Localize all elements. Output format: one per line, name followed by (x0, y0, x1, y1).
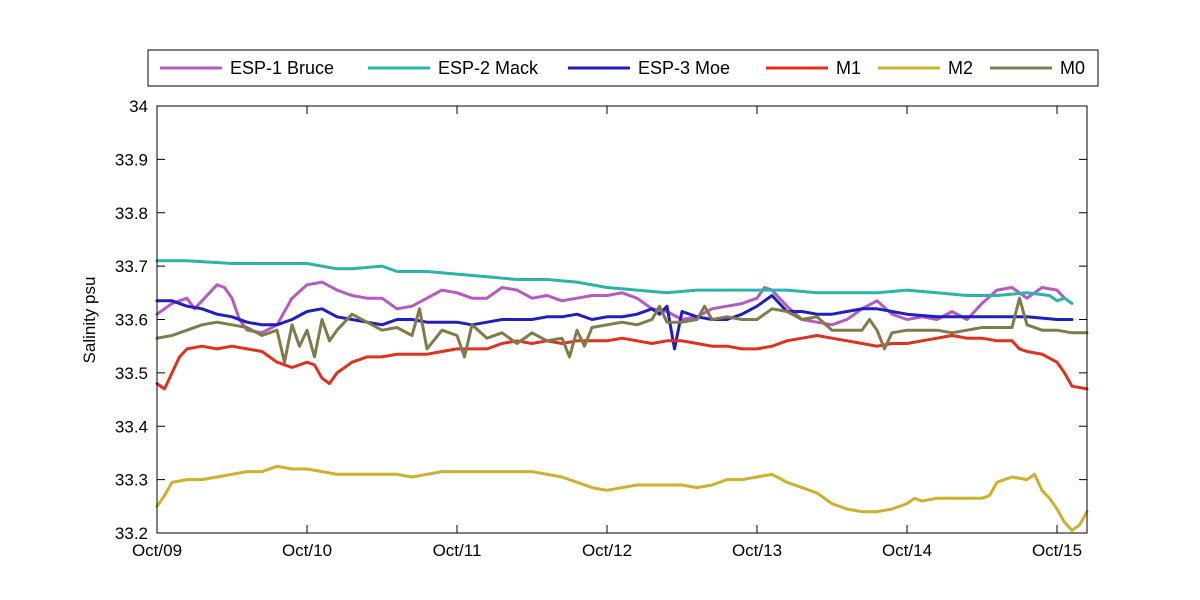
legend-label-esp-3-moe: ESP-3 Moe (638, 58, 730, 78)
x-tick-label: Oct/10 (282, 541, 332, 560)
y-tick-label: 34 (129, 97, 148, 116)
series-line-m2 (155, 464, 1089, 532)
y-tick-label: 33.4 (115, 417, 148, 436)
y-tick-label: 33.2 (115, 524, 148, 543)
series-line-m1 (155, 334, 1089, 391)
y-tick-label: 33.3 (115, 471, 148, 490)
legend-label-m2: M2 (948, 58, 973, 78)
y-tick-label: 33.9 (115, 150, 148, 169)
series-line-esp-3-moe (155, 294, 1074, 351)
y-axis: 33.2 33.3 33.4 33.5 33.6 33.7 33.8 33.9 34 (115, 97, 1087, 543)
legend-label-esp-1-bruce: ESP-1 Bruce (230, 58, 334, 78)
x-tick-label: Oct/15 (1032, 541, 1082, 560)
x-tick-label: Oct/12 (582, 541, 632, 560)
x-tick-label: Oct/14 (882, 541, 932, 560)
legend-label-m0: M0 (1060, 58, 1085, 78)
legend-label-m1: M1 (836, 58, 861, 78)
legend: ESP-1 Bruce ESP-2 Mack ESP-3 Moe M1 M2 M0 (147, 49, 1099, 87)
x-axis: Oct/09 Oct/10 Oct/11 Oct/12 Oct/13 Oct/14 Oct/… (132, 106, 1082, 560)
y-tick-label: 33.8 (115, 204, 148, 223)
series-line-esp-2-mack (155, 259, 1074, 305)
x-tick-label: Oct/13 (732, 541, 782, 560)
x-tick-label: Oct/11 (433, 541, 482, 560)
series-layer (155, 259, 1089, 532)
legend-label-esp-2-mack: ESP-2 Mack (438, 58, 539, 78)
y-axis-label: Salinity psu (80, 277, 99, 364)
y-tick-label: 33.5 (115, 364, 148, 383)
y-tick-label: 33.6 (115, 311, 148, 330)
y-tick-label: 33.7 (115, 257, 148, 276)
x-tick-label: Oct/09 (132, 541, 182, 560)
series-line-m0 (155, 296, 1089, 364)
